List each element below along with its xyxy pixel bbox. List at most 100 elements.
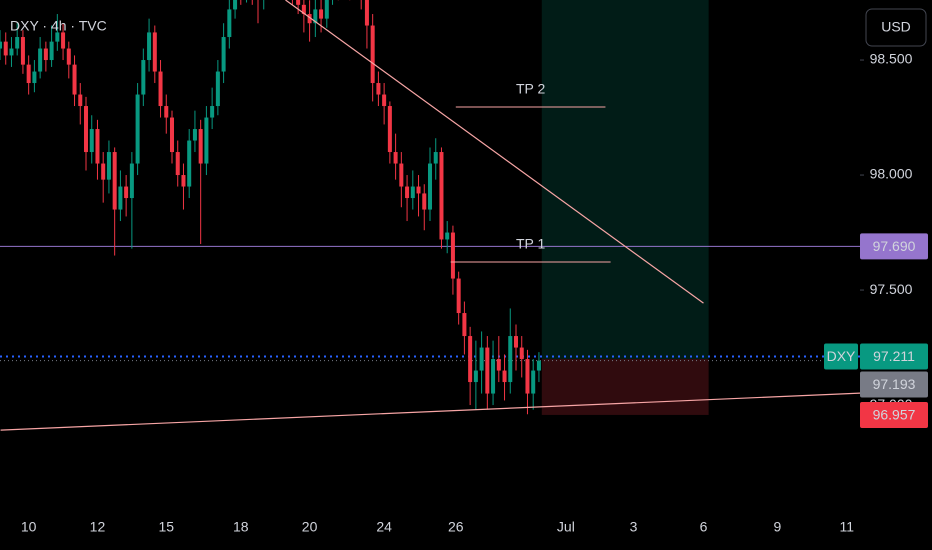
candle-body <box>43 48 48 61</box>
x-tick-label: 15 <box>158 519 174 535</box>
x-tick-label: Jul <box>557 519 575 535</box>
candle-body <box>376 83 381 95</box>
x-tick-label: 6 <box>700 519 708 535</box>
x-tick-label: 26 <box>448 519 464 535</box>
currency-button[interactable] <box>865 8 927 47</box>
candle-body <box>141 60 146 95</box>
x-tick-label: 10 <box>21 519 37 535</box>
candle-body <box>422 193 427 210</box>
candle-body <box>319 9 324 19</box>
target-label: TP 2 <box>516 81 546 97</box>
chart-title: DXY · 4h · TVC <box>10 18 107 34</box>
candle-body <box>508 336 513 383</box>
price-label: 97.211 <box>873 348 915 364</box>
candle-body <box>313 9 318 24</box>
candle-body <box>450 232 455 279</box>
candle-body <box>210 106 215 118</box>
candle-body <box>405 186 410 199</box>
candle-body <box>175 152 180 176</box>
candle-body <box>456 278 461 314</box>
candle-body <box>301 4 306 15</box>
y-tick-label: 98.000 <box>870 166 913 182</box>
candle-body <box>473 370 478 383</box>
x-tick-label: 24 <box>376 519 392 535</box>
candle-body <box>118 186 123 210</box>
candle-body <box>95 129 100 164</box>
price-label-box <box>860 343 928 370</box>
loss-zone <box>541 359 709 415</box>
candle-body <box>152 32 157 72</box>
candle-body <box>15 37 20 49</box>
candle-body <box>227 9 232 38</box>
candle-body <box>192 129 197 141</box>
candle-body <box>101 163 106 180</box>
candle-body <box>519 347 524 360</box>
symbol-tag-box <box>824 343 858 370</box>
y-tick-label: 97.500 <box>870 281 913 297</box>
x-tick-label: 11 <box>840 519 855 535</box>
candle-body <box>72 64 77 95</box>
candle-body <box>410 186 415 199</box>
target-label: TP 1 <box>516 236 546 252</box>
candle-body <box>78 94 83 107</box>
currency-label[interactable]: USD <box>881 19 911 35</box>
candle-body <box>3 41 8 56</box>
x-tick-label: 3 <box>630 519 638 535</box>
candle-body <box>307 14 312 24</box>
candle-body <box>364 0 369 26</box>
candle-body <box>382 94 387 107</box>
price-axis: 98.50098.00097.50097.00097.69097.211DXY9… <box>824 51 928 428</box>
candle-body <box>204 117 209 164</box>
candle-body <box>112 152 117 210</box>
x-tick-label: 12 <box>90 519 106 535</box>
price-label: 97.690 <box>873 238 916 254</box>
candle-body <box>416 186 421 194</box>
price-label: 96.957 <box>873 407 916 423</box>
candle-body <box>198 129 203 164</box>
candle-body <box>106 152 111 180</box>
candle-body <box>158 71 163 107</box>
candle-body <box>491 359 496 394</box>
plot-area: TP 2 TP 1 <box>0 0 860 431</box>
candle-body <box>462 313 467 337</box>
price-label-box <box>860 371 928 398</box>
x-tick-label: 9 <box>774 519 782 535</box>
candle-body <box>20 37 25 65</box>
candle-body <box>324 0 329 19</box>
candle-body <box>61 32 66 49</box>
candle-body <box>387 106 392 153</box>
candle-body <box>479 347 484 371</box>
candle-body <box>135 94 140 164</box>
candle-body <box>233 0 238 10</box>
y-tick-label: 98.500 <box>870 51 913 67</box>
candle-body <box>9 48 14 56</box>
candle-body <box>66 48 71 65</box>
candle-body <box>296 0 301 5</box>
candle-body <box>485 347 490 394</box>
candle-body <box>393 152 398 164</box>
candle-body <box>38 48 43 72</box>
candle-body <box>445 232 450 240</box>
candle-body <box>32 71 37 84</box>
candle-body <box>433 152 438 164</box>
candle-body <box>221 37 226 72</box>
candle-body <box>129 163 134 199</box>
x-tick-label: 20 <box>302 519 318 535</box>
candle-body <box>427 163 433 210</box>
x-tick-label: 18 <box>233 519 249 535</box>
profit-zone <box>541 0 709 360</box>
price-label-box <box>860 233 928 260</box>
candle-body <box>525 359 530 394</box>
candle-body <box>531 370 536 394</box>
candle-body <box>83 106 89 153</box>
candle-body <box>181 175 186 187</box>
candle-body <box>536 360 541 371</box>
candle-body <box>164 106 169 118</box>
candle-body <box>169 117 175 153</box>
candle-body <box>502 370 507 383</box>
price-label: 97.193 <box>873 376 916 392</box>
candle-body <box>55 32 60 42</box>
candle-body <box>468 336 473 383</box>
